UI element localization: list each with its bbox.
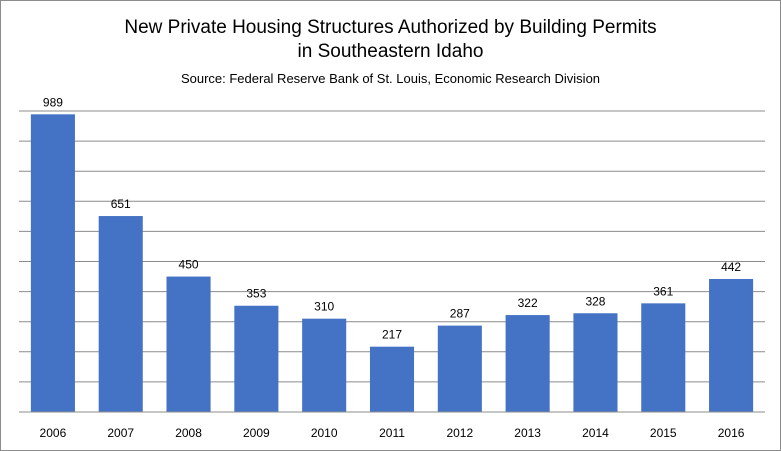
bar-2016	[709, 278, 754, 412]
x-tick-label-2006: 2006	[40, 426, 67, 440]
data-label-2006: 989	[43, 95, 63, 109]
bar-2010	[302, 318, 347, 412]
chart-subtitle: Source: Federal Reserve Bank of St. Loui…	[180, 71, 601, 86]
data-label-2007: 651	[111, 197, 131, 211]
bar-2015	[641, 303, 686, 412]
bar-2013	[505, 315, 550, 412]
bar-2014	[573, 313, 618, 412]
data-label-2009: 353	[246, 287, 266, 301]
chart-title: New Private Housing Structures Authorize…	[0, 16, 781, 64]
chart-title-line2: in Southeastern Idaho	[297, 41, 484, 62]
x-tick-label-2010: 2010	[311, 426, 338, 440]
data-label-2014: 328	[585, 294, 605, 308]
x-tick-label-2011: 2011	[379, 426, 405, 440]
x-tick-label-2007: 2007	[107, 426, 134, 440]
bar-2006	[30, 114, 75, 412]
data-label-2011: 217	[382, 328, 402, 342]
data-label-2008: 450	[179, 258, 199, 272]
data-label-2016: 442	[721, 260, 741, 274]
bar-2007	[98, 216, 143, 412]
bar-2009	[234, 305, 279, 412]
x-tick-label-2009: 2009	[243, 426, 270, 440]
data-label-2010: 310	[314, 300, 334, 314]
data-label-2013: 322	[518, 296, 538, 310]
chart-title-line1: New Private Housing Structures Authorize…	[124, 17, 657, 38]
bar-2012	[437, 325, 482, 412]
x-tick-label-2008: 2008	[175, 426, 202, 440]
data-label-2012: 287	[450, 307, 470, 321]
bar-2011	[369, 346, 415, 412]
x-tick-label-2015: 2015	[650, 426, 677, 440]
x-tick-label-2014: 2014	[582, 426, 609, 440]
bar-2008	[166, 276, 211, 412]
x-tick-label-2012: 2012	[446, 426, 473, 440]
x-tick-label-2016: 2016	[718, 426, 745, 440]
x-tick-label-2013: 2013	[514, 426, 541, 440]
data-label-2015: 361	[653, 284, 673, 298]
